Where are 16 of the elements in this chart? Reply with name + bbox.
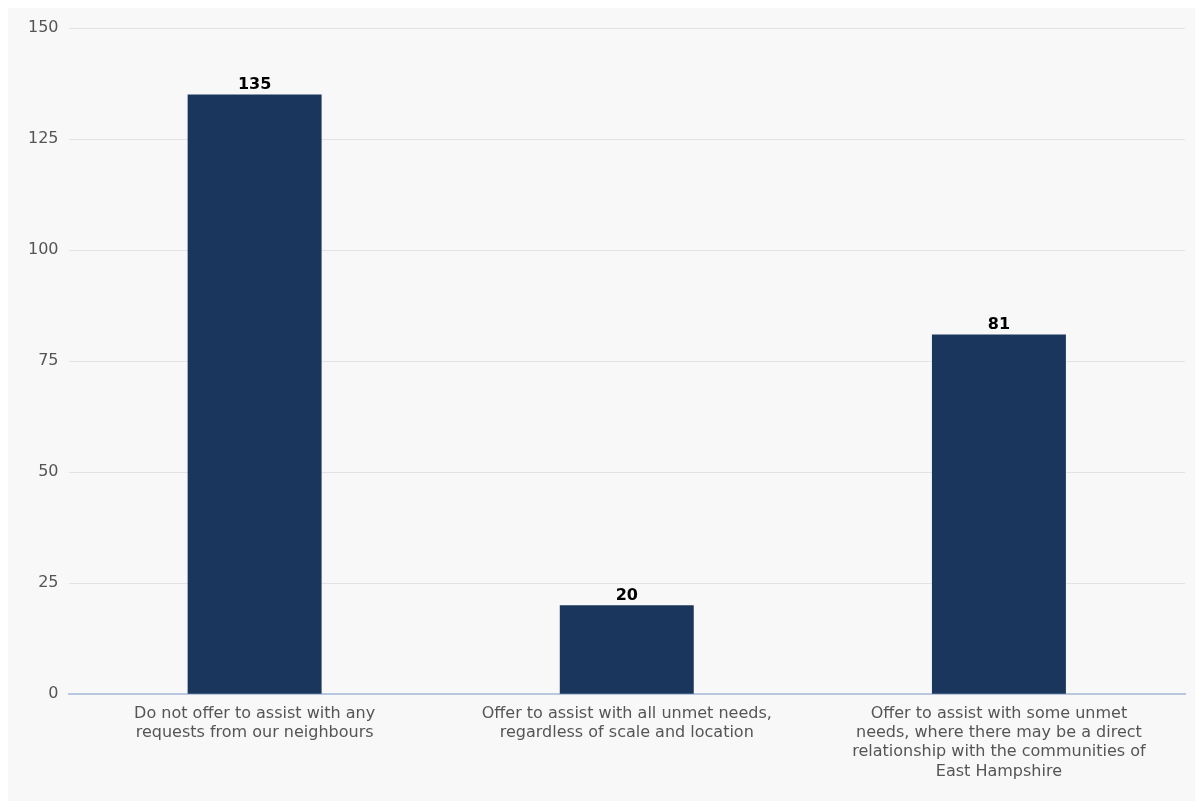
data-label: 20 — [615, 584, 638, 604]
y-tick-label: 125 — [27, 128, 59, 148]
bar — [931, 334, 1066, 694]
y-tick-label: 100 — [27, 239, 59, 259]
y-tick-label: 50 — [38, 461, 59, 481]
data-label: 81 — [987, 313, 1011, 333]
x-tick-label: Offer to assist with some unmet needs, where there may be a direct relationship with the communities of East Hampshire — [852, 702, 1146, 780]
y-tick-label: 0 — [48, 683, 59, 703]
y-tick-label: 75 — [38, 350, 59, 370]
x-tick-label: Offer to assist with all unmet needs, regardless of scale and location — [481, 702, 772, 742]
data-label: 135 — [237, 73, 272, 93]
y-tick-label: 150 — [27, 17, 59, 37]
bar — [187, 94, 322, 694]
x-tick-label: Do not offer to assist with any requests from our neighbours — [134, 702, 376, 742]
y-tick-label: 25 — [38, 572, 59, 592]
bar — [559, 605, 694, 694]
